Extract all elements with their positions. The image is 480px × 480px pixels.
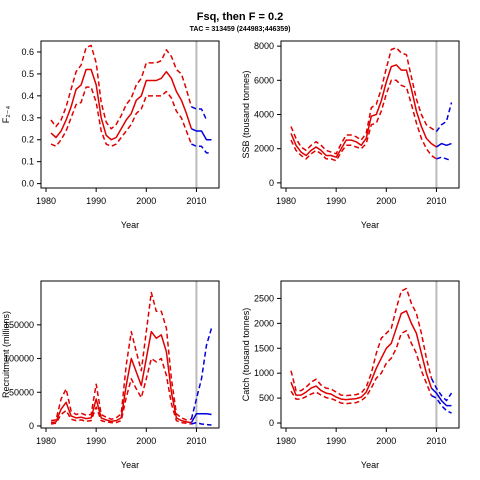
recruitment-y-tick-label: 100000 [4, 354, 34, 364]
recruitment-projection-upper-line [190, 327, 213, 420]
ssb-y-axis-title: SSB (tousand tonnes) [241, 70, 251, 158]
ssb-y-tick-label: 6000 [254, 75, 274, 85]
ssb-historical-median-line [290, 64, 437, 158]
recruitment-x-tick-label: 2010 [186, 436, 206, 446]
catch-y-tick-label: 2500 [254, 293, 274, 303]
f-historical-upper-line [50, 44, 193, 130]
catch-y-tick-label: 2000 [254, 318, 274, 328]
ssb-historical-upper-line [290, 47, 437, 155]
f-y-tick-label: 0.4 [21, 91, 34, 101]
catch-series-group [290, 287, 453, 414]
panel-recruitment: 1980 1990 2000 2010 0 50000 100000 150000 Year Re… [1, 280, 220, 470]
panel-f: 1980 1990 2000 2010 0.0 0.1 0.2 0.3 0.4 0.5 0.6 Yea… [1, 40, 220, 230]
catch-x-tick-label: 1980 [276, 436, 296, 446]
ssb-x-tick-label: 1990 [326, 196, 346, 206]
ssb-y-tick-label: 8000 [254, 41, 274, 51]
recruitment-projection-lower-line [191, 421, 212, 426]
f-y-tick-label: 0.6 [21, 47, 34, 57]
f-y-tick-label: 0.5 [21, 69, 34, 79]
recruitment-projection-median-line [190, 413, 212, 423]
recruitment-x-tick-label: 1990 [86, 436, 106, 446]
f-x-tick-label: 1990 [86, 196, 106, 206]
ssb-projection-lower-line [436, 156, 452, 162]
recruitment-x-tick-label: 1980 [36, 436, 56, 446]
ssb-x-tick-label: 1980 [276, 196, 296, 206]
recruitment-historical-lower-line [50, 357, 192, 425]
figure-title: Fsq, then F = 0.2 [197, 11, 284, 23]
ssb-series-group [290, 47, 453, 162]
catch-y-tick-label: 0 [269, 418, 274, 428]
panel-catch: 1980 1990 2000 2010 0 500 1000 1500 2000 2500 Year… [241, 280, 460, 470]
catch-x-tick-label: 2000 [376, 436, 396, 446]
f-series-group [50, 44, 212, 154]
f-plot-frame [40, 40, 220, 189]
catch-y-tick-label: 500 [259, 393, 274, 403]
recruitment-y-tick-label: 50000 [9, 387, 34, 397]
catch-y-tick-label: 1500 [254, 343, 274, 353]
f-x-axis-title: Year [121, 220, 139, 230]
ssb-projection-upper-line [435, 102, 453, 133]
catch-x-tick-label: 1990 [326, 436, 346, 446]
f-y-tick-label: 0.2 [21, 135, 34, 145]
ssb-x-tick-label: 2010 [426, 196, 446, 206]
catch-x-tick-label: 2010 [426, 436, 446, 446]
recruitment-y-tick-label: 150000 [4, 320, 34, 330]
ssb-y-tick-label: 2000 [254, 144, 274, 154]
ssb-y-tick-label: 0 [269, 178, 274, 188]
panel-ssb: 1980 1990 2000 2010 0 2000 4000 6000 8000 Year SSB… [241, 40, 460, 230]
ssb-projection-median-line [435, 142, 452, 148]
recruitment-historical-upper-line [50, 291, 192, 422]
catch-historical-upper-line [290, 287, 433, 397]
catch-historical-lower-line [290, 330, 433, 405]
ssb-historical-lower-line [290, 79, 437, 162]
catch-projection-lower-line [431, 394, 452, 414]
f-projection-lower-line [191, 143, 212, 154]
recruitment-y-axis-title: Recruitment (millions) [1, 311, 11, 398]
ssb-x-tick-label: 2000 [376, 196, 396, 206]
f-y-tick-label: 0.3 [21, 113, 34, 123]
catch-y-tick-label: 1000 [254, 368, 274, 378]
f-y-tick-label: 0.0 [21, 179, 34, 189]
catch-projection-upper-line [430, 377, 453, 402]
catch-plot-frame [280, 280, 460, 429]
f-x-tick-label: 2010 [186, 196, 206, 206]
catch-projection-median-line [430, 387, 452, 407]
f-y-tick-label: 0.1 [21, 157, 34, 167]
catch-historical-median-line [290, 310, 433, 401]
f-x-tick-label: 2000 [136, 196, 156, 206]
f-projection-median-line [191, 128, 212, 141]
recruitment-plot-frame [40, 280, 220, 429]
ssb-x-axis-title: Year [361, 220, 379, 230]
f-historical-median-line [50, 68, 193, 141]
figure-subtitle: TAC = 313459 (244983;446359) [190, 26, 291, 33]
f-y-axis-title: F₂₋₄ [1, 105, 11, 123]
f-projection-upper-line [191, 106, 208, 121]
recruitment-x-tick-label: 2000 [136, 436, 156, 446]
f-x-tick-label: 1980 [36, 196, 56, 206]
recruitment-y-tick-label: 0 [29, 421, 34, 431]
catch-y-axis-title: Catch (tousand tonnes) [241, 308, 251, 402]
ssb-y-tick-label: 4000 [254, 110, 274, 120]
recruitment-x-axis-title: Year [121, 460, 139, 470]
catch-x-axis-title: Year [361, 460, 379, 470]
recruitment-series-group [50, 291, 213, 426]
